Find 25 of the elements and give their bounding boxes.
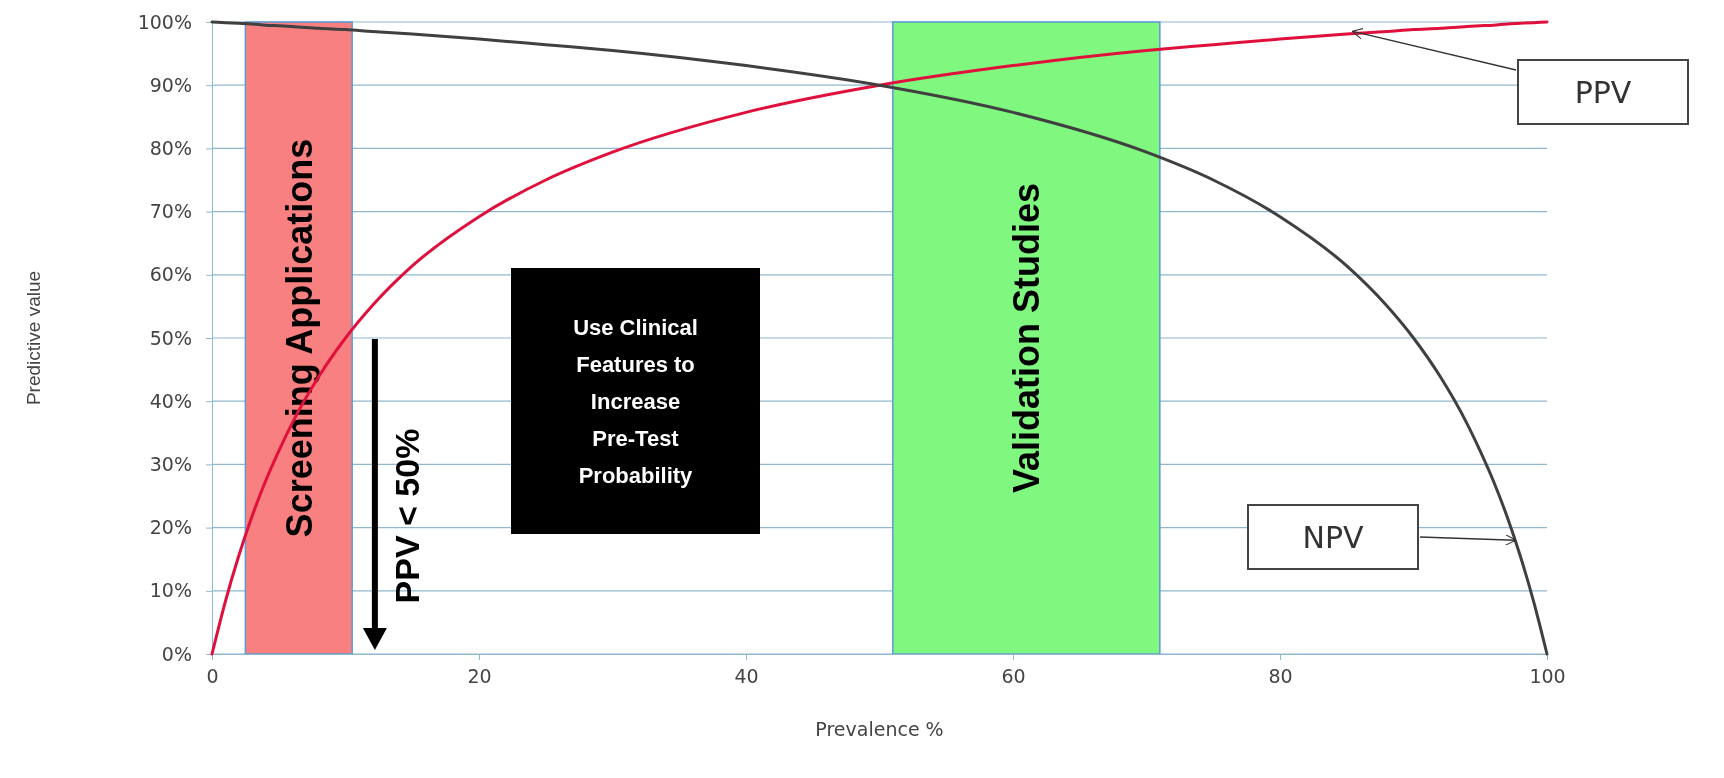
y-tick-label: 50% [149,326,192,349]
x-axis-title: Prevalence % [815,718,944,740]
legend-label: NPV [1302,520,1364,555]
y-tick-label: 80% [149,136,192,159]
x-tick-label: 60 [1001,665,1026,688]
y-tick-label: 90% [149,73,192,96]
band-label: Validation Studies [1006,182,1048,494]
y-tick-label: 40% [149,389,192,412]
annotation: PPV < 50% [387,428,426,604]
y-tick-label: 30% [149,452,192,475]
y-tick-label: 20% [149,516,192,539]
x-tick-label: 40 [734,665,759,688]
x-tick-label: 100 [1529,665,1566,688]
y-tick-label: 60% [149,263,192,286]
x-tick-label: 20 [467,665,492,688]
series-label: PPV [1574,75,1632,110]
y-tick-label: 100% [137,10,192,33]
y-tick-label: 70% [149,200,192,223]
y-axis-title: Predictive value [23,270,44,406]
x-tick-label: 80 [1268,665,1293,688]
annotation: Use Clinical Features to Increase Pre-Test Probability [573,315,698,488]
x-tick-label: 0 [206,665,219,688]
y-tick-label: 10% [149,579,192,602]
y-tick-label: 0% [161,642,192,665]
band-label: Screening Applications [278,138,320,538]
